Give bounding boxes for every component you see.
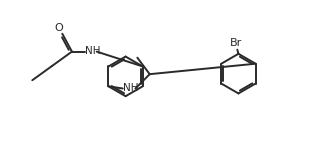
Text: Br: Br (230, 38, 242, 48)
Text: O: O (55, 23, 63, 33)
Text: NH: NH (123, 84, 138, 93)
Text: NH: NH (84, 46, 100, 56)
